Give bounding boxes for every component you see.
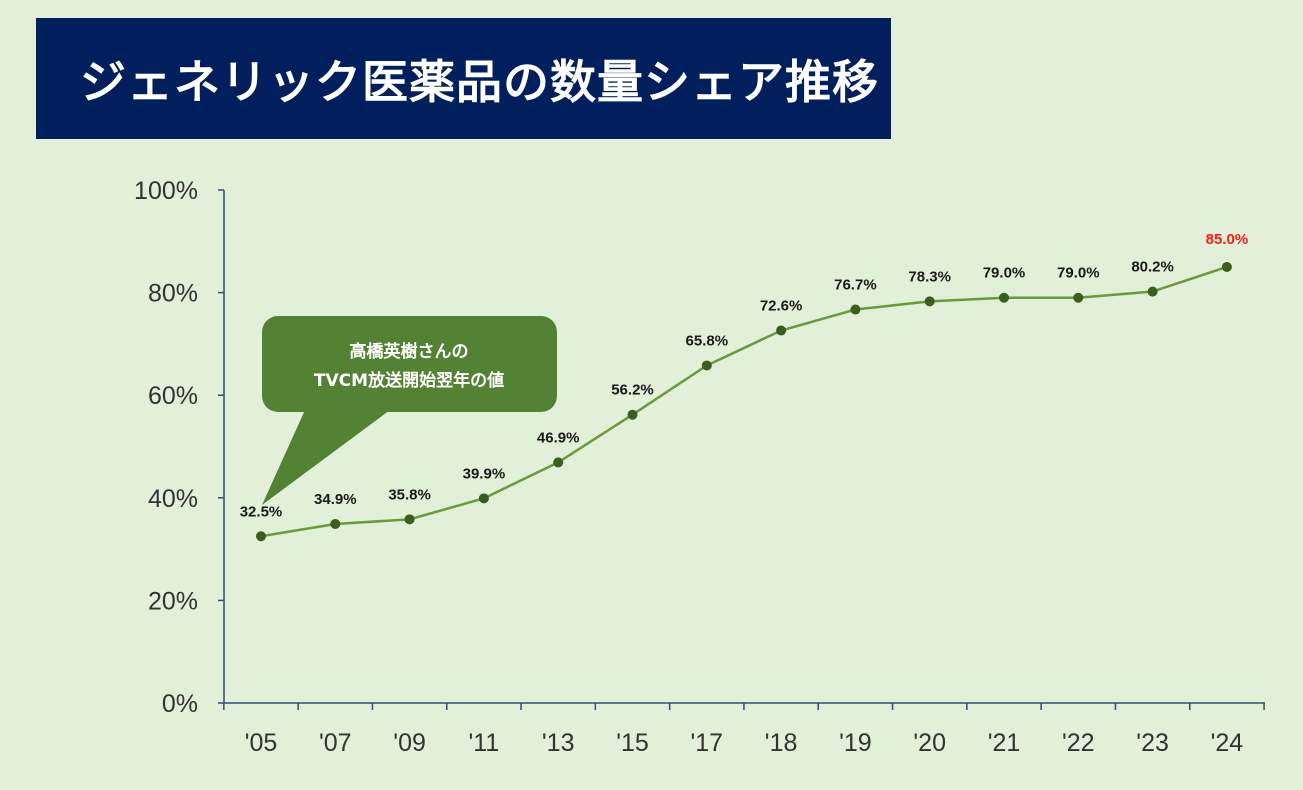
x-tick-label: '23 [1136,729,1169,757]
data-labels: 32.5% 34.9% 35.8% 39.9% 46.9% 56.2% 65.8% 72.6%… [240,231,1248,520]
data-label: 32.5% [240,503,283,520]
data-label: 34.9% [314,491,357,508]
data-label: 72.6% [760,298,803,315]
x-tick-label: '15 [616,729,649,757]
x-tick-label: '21 [988,729,1021,757]
y-tick-label: 0% [162,690,198,718]
data-point [627,409,638,420]
x-tick-label: '07 [319,729,352,757]
callout-pointer [262,410,390,505]
x-axis-ticks: '05 '07 '09 '11 '13 '15 '17 '18 '19 '20 '21 '22 '23 '… [223,703,1265,757]
data-point [924,296,935,307]
series-points [256,261,1232,542]
data-point [701,360,712,371]
data-label: 79.0% [983,265,1026,282]
x-tick-label: '22 [1062,729,1095,757]
data-label: 79.0% [1057,265,1100,282]
callout-line-1: 高橋英樹さんの [350,341,469,362]
series-line [260,265,1228,538]
x-tick-label: '09 [393,729,426,757]
data-point [1073,292,1084,303]
data-point [553,457,564,468]
data-label: 39.9% [463,465,506,482]
x-tick-label: '11 [469,729,500,757]
data-label: 65.8% [686,332,729,349]
data-point [1221,261,1232,272]
x-tick-label: '05 [245,729,278,757]
data-point [850,304,861,315]
data-point [1147,286,1158,297]
data-label: 56.2% [611,382,654,399]
series-polyline [260,265,1228,538]
callout-line-2: TVCM放送開始翌年の値 [314,370,504,391]
y-tick-label: 100% [134,177,198,205]
x-tick-label: '13 [542,729,575,757]
callout-box [262,316,557,412]
x-tick-label: '24 [1211,729,1244,757]
data-point [256,531,266,542]
axes [223,190,1265,704]
y-tick-label: 80% [148,280,198,308]
data-label: 76.7% [834,277,877,294]
data-point [776,325,787,336]
data-label: 35.8% [388,486,431,503]
chart-title: ジェネリック医薬品の数量シェア推移 [80,54,879,109]
data-point [999,292,1009,303]
y-axis-ticks: 0% 20% 40% 60% 80% 100% [134,177,224,718]
y-tick-label: 20% [148,587,198,615]
x-tick-label: '20 [913,729,946,757]
data-label: 80.2% [1131,259,1174,276]
title-banner: ジェネリック医薬品の数量シェア推移 [36,18,891,139]
x-tick-label: '17 [691,729,724,757]
y-tick-label: 60% [148,382,198,410]
x-tick-label: '18 [765,729,798,757]
y-tick-label: 40% [148,485,198,513]
data-point [478,493,489,504]
data-point [330,518,341,529]
x-tick-label: '19 [839,729,872,757]
data-label: 78.3% [908,268,951,285]
data-point [404,514,415,525]
annotation-callout: 高橋英樹さんの TVCM放送開始翌年の値 [262,316,557,505]
data-label-highlight: 85.0% [1206,231,1249,248]
data-label: 46.9% [537,429,580,446]
